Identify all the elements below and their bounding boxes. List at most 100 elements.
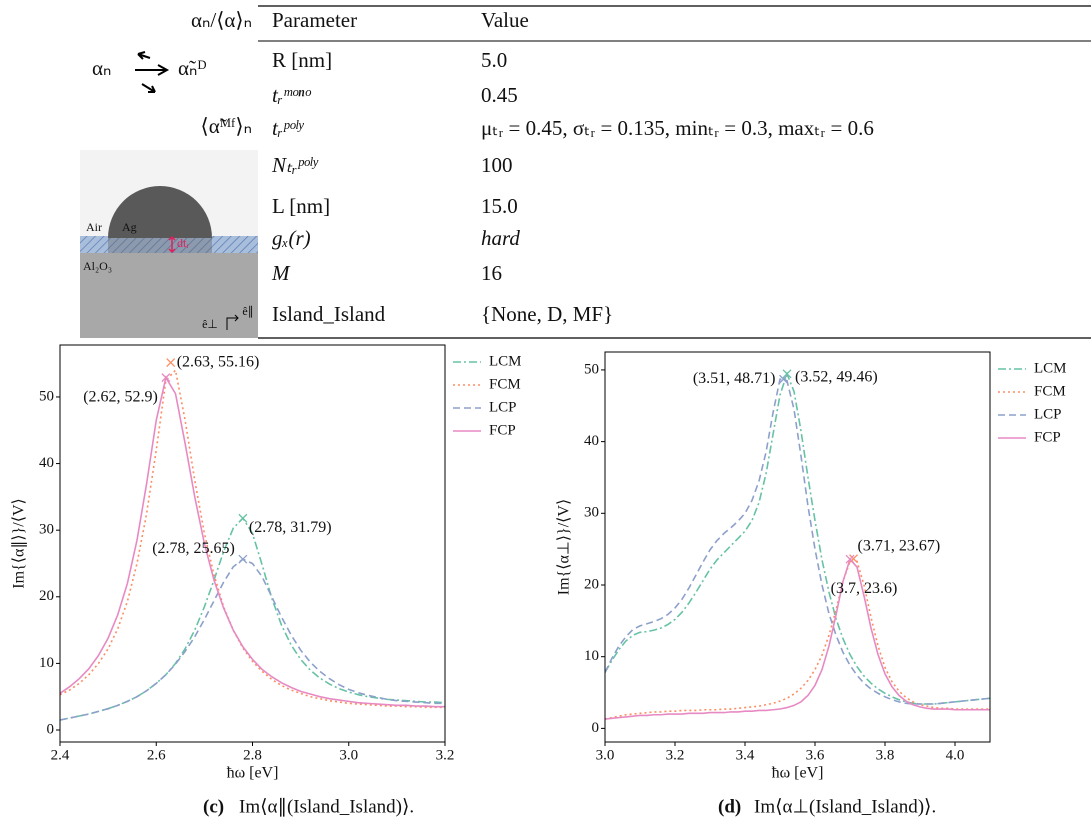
plot-frame (59, 344, 446, 743)
y-axis-label: Im{⟨α⊥⟩}/⟨V⟩ (556, 499, 573, 595)
substrate-label: Al₂O₃ (83, 259, 112, 273)
table-cell: hard (481, 226, 520, 250)
y-axis-label: Im{⟨α∥⟩}/⟨V⟩ (11, 498, 28, 588)
data-line (60, 516, 445, 721)
table-cell: M (271, 261, 291, 285)
plot-frame (604, 351, 991, 743)
arrow (137, 51, 151, 60)
data-line (60, 558, 445, 721)
peak-label: (2.78, 25.65) (152, 540, 235, 557)
y-tick-label: 10 (584, 648, 599, 664)
y-tick-label: 30 (39, 522, 54, 538)
table-cell: 5.0 (481, 48, 507, 72)
peak-marker (166, 358, 176, 368)
y-tick-label: 40 (584, 433, 599, 449)
peak-marker (849, 554, 858, 564)
data-line (605, 378, 990, 705)
data-line (605, 557, 990, 720)
dipole-label: α̃ₙᴰ (178, 56, 206, 80)
data-line (605, 371, 990, 705)
data-line (605, 560, 990, 720)
table-header: Parameter (272, 8, 357, 32)
x-tick-label: 3.8 (876, 747, 895, 763)
y-tick-label: 20 (584, 576, 599, 592)
legend-label: LCM (1034, 360, 1067, 376)
silver-island (108, 186, 212, 238)
y-tick-label: 0 (592, 720, 600, 736)
mean-field-label: ⟨α̃ᴹᶠ⟩ₙ (201, 114, 252, 138)
thickness-label: dtᵣ (177, 236, 189, 250)
caption-label: (c) (203, 796, 224, 817)
peak-marker (782, 369, 792, 379)
table-cell: R [nm] (272, 48, 332, 72)
e-perp-label: ê⊥ (202, 317, 218, 331)
table-cell: gₓ(r) (272, 226, 311, 250)
y-tick-label: 0 (47, 721, 55, 737)
peak-label: (3.7, 23.6) (831, 580, 898, 597)
legend-label: LCP (1034, 406, 1062, 422)
peak-label: (3.71, 23.67) (858, 537, 941, 554)
y-tick-label: 50 (584, 361, 599, 377)
table-cell: 16 (481, 261, 502, 285)
island-base (108, 238, 212, 253)
x-tick-label: 3.2 (436, 747, 455, 763)
legend-label: LCM (489, 353, 522, 369)
y-tick-label: 40 (39, 455, 54, 471)
y-tick-label: 20 (39, 588, 54, 604)
caption-label: (d) (718, 796, 741, 817)
peak-marker (238, 554, 248, 564)
table-cell: tᵣᵐᵒⁿᵒ (272, 83, 311, 107)
peak-label: (2.78, 31.79) (249, 519, 332, 536)
table-cell: L [nm] (272, 194, 330, 218)
peak-label: (3.51, 48.71) (693, 370, 776, 387)
table-cell: Nₜᵣᵖᵒˡʸ (271, 153, 319, 177)
e-par-label: ê∥ (242, 304, 253, 318)
x-tick-label: 3.4 (736, 747, 755, 763)
legend-label: FCM (1034, 383, 1066, 399)
axes-arrows (226, 314, 239, 330)
legend-label: LCP (489, 399, 517, 415)
peak-label: (2.62, 52.9) (83, 388, 158, 405)
ag-label: Ag (122, 220, 137, 234)
alpha-label: αₙ (92, 56, 111, 80)
x-tick-label: 2.6 (147, 747, 166, 763)
peak-marker (779, 374, 788, 384)
table-cell: 100 (481, 153, 513, 177)
ratio-label: αₙ/⟨α⟩ₙ (191, 8, 252, 32)
y-tick-label: 50 (39, 388, 54, 404)
air-label: Air (86, 220, 102, 234)
data-line (60, 368, 445, 709)
x-tick-label: 2.8 (243, 747, 262, 763)
table-cell: tᵣᵖᵒˡʸ (272, 116, 305, 140)
y-tick-label: 10 (39, 655, 54, 671)
x-tick-label: 3.0 (339, 747, 358, 763)
legend-label: FCP (1034, 429, 1061, 445)
peak-marker (845, 554, 855, 564)
legend-label: FCM (489, 376, 521, 392)
table-cell: 15.0 (481, 194, 518, 218)
table-cell: {None, D, MF} (481, 302, 613, 326)
peak-marker (161, 373, 171, 383)
y-tick-label: 30 (584, 505, 599, 521)
peak-label: (2.63, 55.16) (177, 353, 260, 370)
x-tick-label: 4.0 (946, 747, 965, 763)
caption: Im⟨α∥(Island_Island)⟩. (239, 796, 414, 817)
table-cell: 0.45 (481, 83, 518, 107)
legend-label: FCP (489, 422, 516, 438)
diagram: αₙ/⟨α⟩ₙ αₙ α̃ₙᴰ ⟨α̃ᴹᶠ⟩ₙ Air Ag dtᵣ Al₂O₃… (80, 8, 258, 338)
peak-label: (3.52, 49.46) (795, 368, 878, 385)
thickness-arrow (168, 235, 176, 254)
arrow (135, 64, 170, 76)
table-cell: Island_Island (272, 302, 386, 326)
caption: Im⟨α⊥(Island_Island)⟩. (754, 796, 936, 817)
x-axis-label: ħω [eV] (227, 765, 279, 782)
x-tick-label: 2.4 (51, 747, 70, 763)
layer-region (80, 236, 258, 253)
data-line (60, 375, 445, 708)
x-tick-label: 3.6 (806, 747, 825, 763)
peak-marker (238, 513, 248, 523)
x-axis-label: ħω [eV] (772, 765, 824, 782)
substrate-region (80, 253, 258, 338)
table-body: R [nm] 5.0 tᵣᵐᵒⁿᵒ 0.45 tᵣᵖᵒˡʸ μₜᵣ = 0.45, σₜᵣ… (271, 48, 874, 326)
